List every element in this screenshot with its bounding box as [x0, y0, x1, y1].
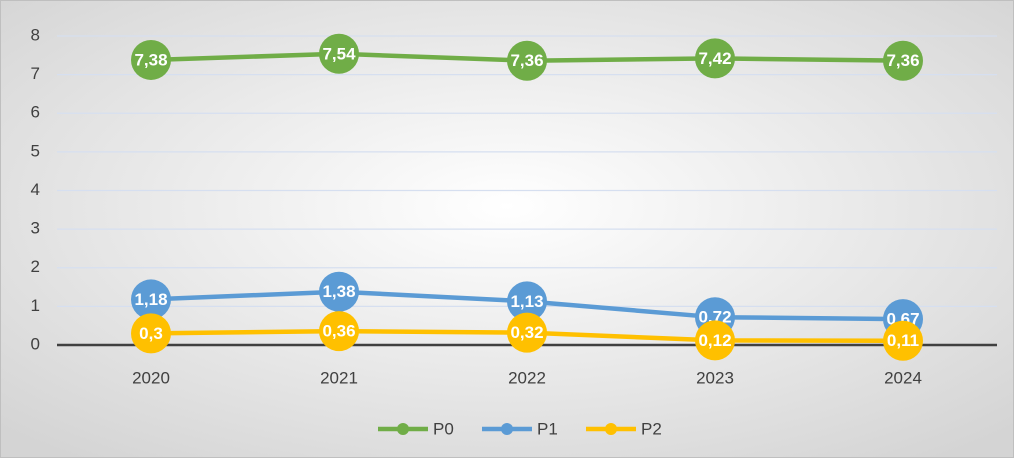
markers: 7,38 7,54 7,36 7,42 7,361,18 1,381,130,72 0,67…	[131, 33, 923, 361]
y-tick-label: 6	[31, 103, 40, 122]
data-label: 7,36	[886, 51, 919, 70]
legend-label: P2	[641, 419, 662, 438]
data-point	[695, 320, 735, 361]
x-tick-label: 2024	[884, 368, 922, 387]
data-point	[695, 38, 735, 79]
y-tick-label: 8	[31, 25, 40, 44]
data-label: 0,11	[887, 331, 919, 350]
data-point	[319, 311, 359, 352]
data-label: 7,38	[134, 50, 167, 69]
y-tick-label: 2	[31, 257, 40, 276]
data-point	[131, 279, 171, 320]
data-point	[507, 312, 547, 353]
data-point	[883, 40, 923, 81]
legend-marker	[501, 423, 513, 435]
legend-marker	[397, 423, 409, 435]
x-tick-label: 2021	[320, 368, 358, 387]
data-label: 1,38	[322, 282, 355, 301]
x-tick-label: 2023	[696, 368, 734, 387]
legend-label: P1	[537, 419, 558, 438]
data-point	[319, 271, 359, 312]
data-point	[131, 313, 171, 354]
legend-marker	[605, 423, 617, 435]
data-label: 0,12	[698, 331, 731, 350]
y-tick-label: 7	[31, 64, 40, 83]
data-label: 1,18	[134, 290, 167, 309]
legend-label: P0	[433, 419, 454, 438]
data-point	[131, 39, 171, 80]
y-tick-label: 3	[31, 219, 40, 238]
data-point	[507, 40, 547, 81]
data-point	[883, 320, 923, 361]
data-label: 7,42	[698, 49, 731, 68]
legend: P0 P1 P2	[378, 419, 662, 438]
data-label: 1,13	[510, 292, 543, 311]
data-label: 0,32	[510, 323, 543, 342]
data-label: 0,3	[139, 324, 163, 343]
data-label: 7,54	[322, 44, 356, 63]
data-point	[319, 33, 359, 74]
data-label: 7,36	[510, 51, 543, 70]
data-point	[507, 281, 547, 322]
x-tick-label: 2022	[508, 368, 546, 387]
data-label: 0,72	[698, 308, 731, 327]
x-tick-label: 2020	[132, 368, 170, 387]
y-tick-label: 5	[31, 141, 40, 160]
data-label: 0,36	[322, 322, 355, 341]
y-tick-label: 4	[31, 180, 40, 199]
y-tick-label: 1	[31, 296, 40, 315]
y-tick-label: 0	[31, 334, 40, 353]
